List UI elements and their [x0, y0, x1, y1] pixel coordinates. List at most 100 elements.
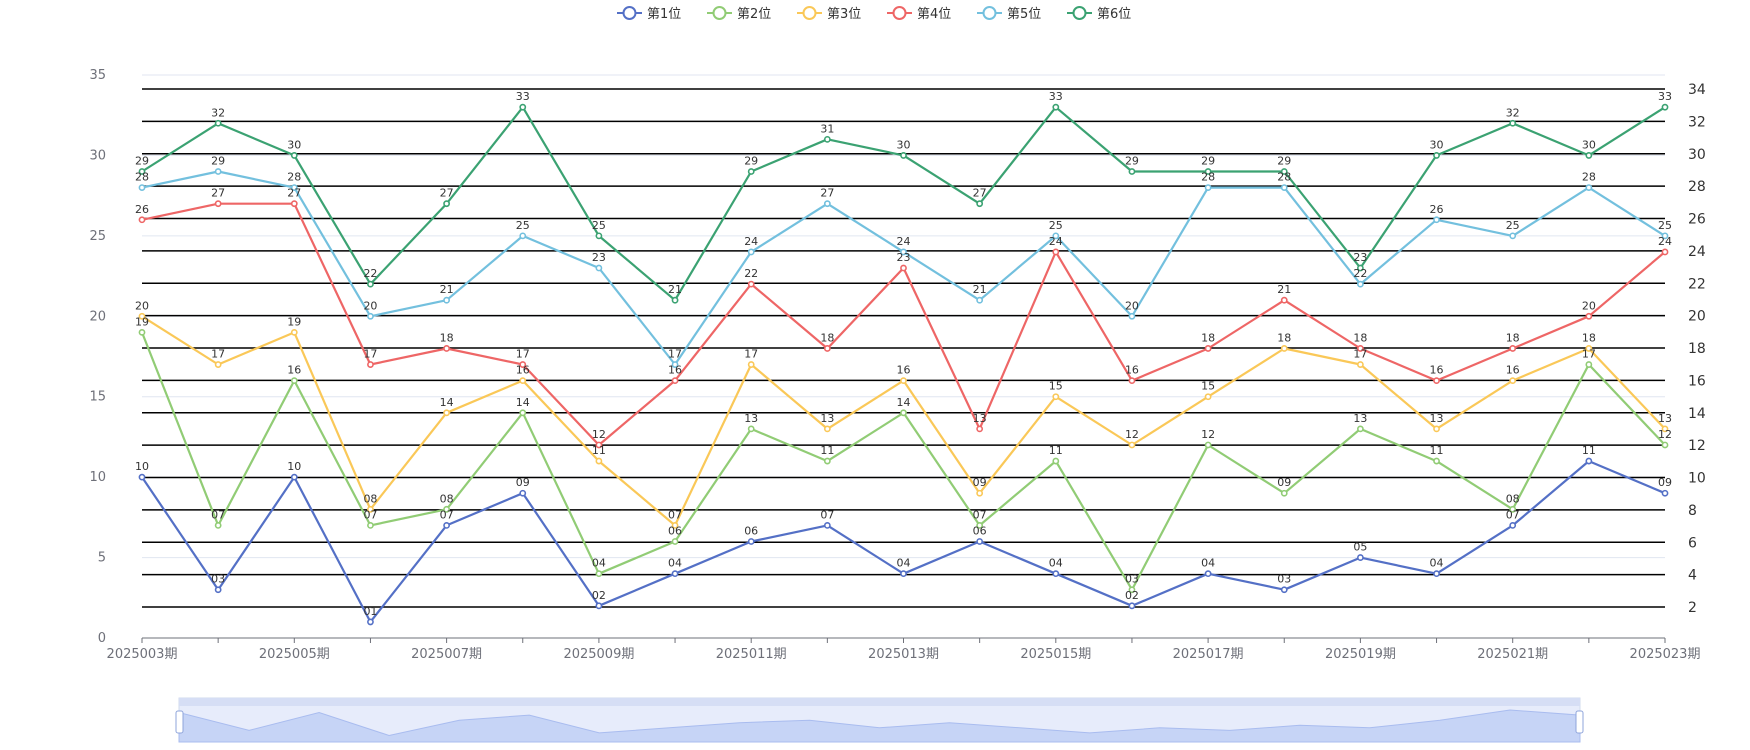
data-point[interactable]	[1052, 232, 1060, 240]
data-point[interactable]	[138, 328, 146, 336]
data-point[interactable]	[900, 570, 907, 578]
data-point[interactable]	[367, 280, 374, 288]
legend[interactable]: 第1位 第2位 第3位 第4位 第5位 第6位	[617, 6, 1131, 22]
data-point[interactable]	[443, 296, 450, 304]
data-point[interactable]	[1204, 441, 1212, 449]
data-point[interactable]	[823, 457, 831, 465]
data-point[interactable]	[367, 361, 374, 368]
data-point[interactable]	[214, 119, 222, 127]
data-point[interactable]	[1280, 296, 1288, 304]
legend-item[interactable]: 第4位	[887, 6, 951, 22]
data-point[interactable]	[747, 425, 755, 433]
data-point[interactable]	[1509, 522, 1517, 529]
data-point[interactable]	[1661, 103, 1669, 111]
data-point[interactable]	[1357, 280, 1364, 288]
data-point[interactable]	[595, 602, 603, 610]
data-point[interactable]	[214, 586, 222, 594]
data-point[interactable]	[214, 361, 222, 368]
data-point[interactable]	[443, 505, 450, 513]
data-point[interactable]	[367, 312, 374, 320]
data-point[interactable]	[290, 184, 298, 191]
data-point[interactable]	[367, 505, 374, 513]
datazoom-left-handle[interactable]	[175, 710, 184, 734]
data-point[interactable]	[1357, 345, 1364, 352]
data-point[interactable]	[214, 522, 222, 529]
data-point[interactable]	[747, 168, 755, 175]
data-point[interactable]	[1280, 489, 1288, 497]
legend-item[interactable]: 第6位	[1067, 6, 1131, 22]
data-point[interactable]	[138, 216, 146, 224]
data-point[interactable]	[1357, 361, 1364, 368]
data-point[interactable]	[1661, 441, 1669, 449]
datazoom-slider[interactable]	[175, 697, 1584, 743]
data-point[interactable]	[443, 200, 450, 208]
data-point[interactable]	[747, 248, 755, 256]
data-point[interactable]	[976, 296, 984, 304]
data-point[interactable]	[900, 248, 907, 256]
data-point[interactable]	[823, 200, 831, 208]
data-point[interactable]	[1509, 505, 1517, 513]
data-point[interactable]	[595, 570, 603, 578]
data-point[interactable]	[1661, 489, 1669, 497]
data-point[interactable]	[1661, 425, 1669, 433]
data-point[interactable]	[1509, 345, 1517, 352]
data-point[interactable]	[595, 441, 603, 449]
data-point[interactable]	[1585, 152, 1593, 159]
data-point[interactable]	[823, 135, 831, 143]
data-point[interactable]	[367, 618, 374, 626]
data-point[interactable]	[290, 152, 298, 159]
data-point[interactable]	[1204, 393, 1212, 401]
data-point[interactable]	[747, 538, 755, 545]
data-point[interactable]	[1128, 586, 1136, 594]
data-point[interactable]	[1585, 345, 1593, 352]
data-point[interactable]	[519, 103, 527, 111]
data-point[interactable]	[747, 280, 755, 288]
data-point[interactable]	[671, 522, 679, 529]
data-point[interactable]	[290, 473, 298, 481]
data-point[interactable]	[747, 361, 755, 368]
data-point[interactable]	[1585, 457, 1593, 465]
data-point[interactable]	[1357, 425, 1364, 433]
data-point[interactable]	[1509, 377, 1517, 385]
legend-item[interactable]: 第1位	[617, 6, 681, 22]
data-point[interactable]	[519, 489, 527, 497]
data-point[interactable]	[900, 152, 907, 159]
data-point[interactable]	[1433, 216, 1440, 224]
data-point[interactable]	[976, 489, 984, 497]
data-point[interactable]	[900, 377, 907, 385]
data-point[interactable]	[823, 522, 831, 529]
datazoom-right-handle[interactable]	[1575, 710, 1584, 734]
data-point[interactable]	[976, 425, 984, 433]
data-point[interactable]	[1052, 248, 1060, 256]
data-point[interactable]	[1509, 119, 1517, 127]
data-point[interactable]	[519, 232, 527, 240]
data-point[interactable]	[1280, 345, 1288, 352]
data-point[interactable]	[1280, 184, 1288, 191]
data-point[interactable]	[1204, 184, 1212, 191]
data-point[interactable]	[1433, 152, 1440, 159]
data-point[interactable]	[1052, 393, 1060, 401]
data-point[interactable]	[595, 232, 603, 240]
data-point[interactable]	[138, 473, 146, 481]
data-point[interactable]	[671, 570, 679, 578]
data-point[interactable]	[1204, 570, 1212, 578]
data-point[interactable]	[1433, 377, 1440, 385]
data-point[interactable]	[1280, 586, 1288, 594]
data-point[interactable]	[138, 168, 146, 175]
data-point[interactable]	[290, 328, 298, 336]
data-point[interactable]	[1585, 312, 1593, 320]
data-point[interactable]	[671, 538, 679, 545]
data-point[interactable]	[1052, 457, 1060, 465]
data-point[interactable]	[1433, 457, 1440, 465]
data-point[interactable]	[519, 361, 527, 368]
data-point[interactable]	[214, 168, 222, 175]
data-point[interactable]	[290, 377, 298, 385]
datazoom-move-bar[interactable]	[179, 698, 1580, 706]
data-point[interactable]	[1128, 168, 1136, 175]
data-point[interactable]	[1585, 184, 1593, 191]
data-point[interactable]	[1509, 232, 1517, 240]
data-point[interactable]	[1585, 361, 1593, 368]
data-point[interactable]	[976, 538, 984, 545]
data-point[interactable]	[1128, 377, 1136, 385]
data-point[interactable]	[138, 312, 146, 320]
